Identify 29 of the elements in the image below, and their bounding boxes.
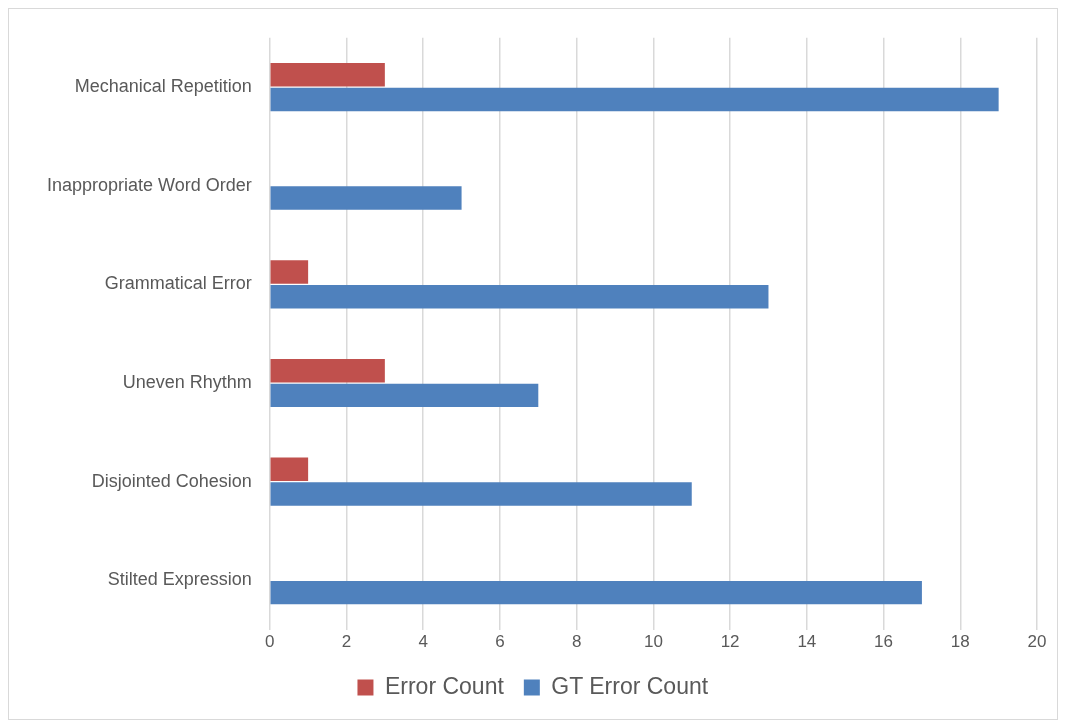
legend-label: Error Count [384,672,505,699]
bar [270,358,385,383]
bar [270,63,385,87]
y-tick-label: Grammatical Error [104,273,252,294]
bar [270,383,539,408]
y-tick-label: Mechanical Repetition [74,76,252,97]
y-tick-label: Stilted Expression [107,569,252,590]
x-tick-label: 14 [797,632,817,652]
legend-label: GT Error Count [551,672,709,699]
x-tick-label: 16 [874,632,894,652]
bar [270,482,692,506]
bar [270,580,922,605]
bar [270,260,309,284]
y-tick-label: Inappropriate Word Order [46,174,252,195]
x-tick-label: 0 [265,632,275,652]
x-tick-label: 4 [418,632,428,652]
x-tick-label: 8 [571,632,582,652]
bar [270,285,769,309]
bar [270,457,309,482]
x-tick-label: 20 [1027,632,1047,652]
bar [270,186,462,210]
x-tick-label: 6 [495,632,505,652]
y-tick-label: Uneven Rhythm [122,371,252,392]
y-tick-label: Disjointed Cohesion [91,470,252,491]
bar [270,87,999,112]
x-tick-label: 12 [720,632,740,652]
x-tick-label: 2 [341,632,352,652]
x-tick-label: 10 [643,632,663,652]
x-tick-label: 18 [950,632,970,652]
